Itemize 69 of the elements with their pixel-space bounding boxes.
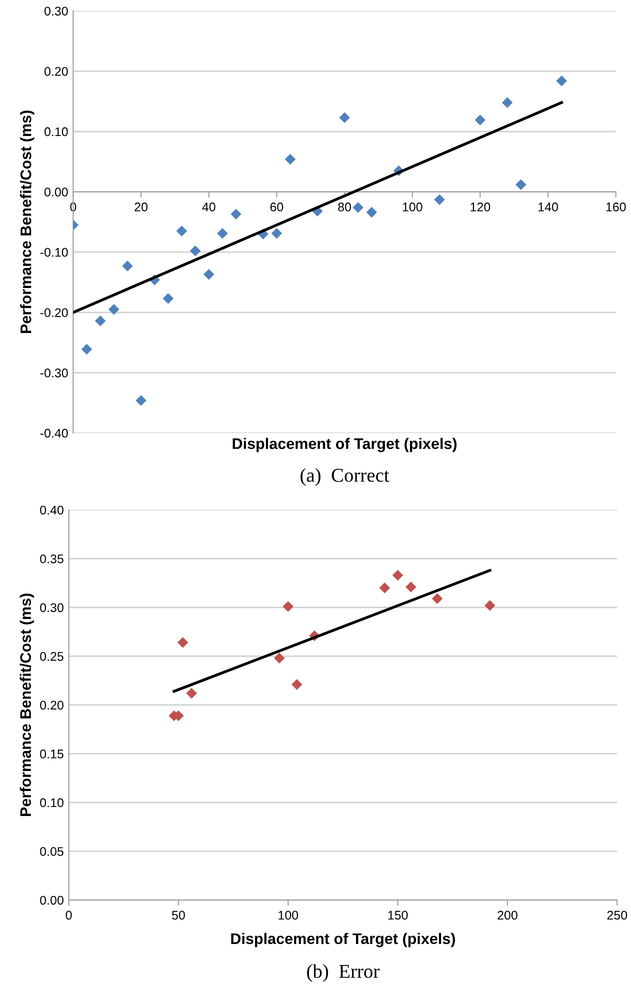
y-tick-label: 0.35 (40, 554, 64, 564)
point (122, 260, 133, 272)
point (516, 179, 526, 190)
y-axis-title: Performance Benefit/Cost (ms) (20, 594, 34, 816)
x-tick-label: 120 (470, 202, 490, 212)
point (271, 228, 282, 239)
point (274, 652, 285, 664)
x-tick-label: 100 (278, 910, 298, 920)
text: (b) Error (307, 964, 380, 982)
x-tick-label: 150 (388, 910, 408, 920)
x-tick-label: 0 (66, 910, 72, 920)
point (190, 246, 201, 256)
point (366, 206, 378, 218)
point (556, 75, 567, 86)
point (379, 582, 390, 594)
y-tick-label: 0.00 (40, 896, 64, 905)
x-tick-label: 80 (338, 202, 351, 212)
point (339, 112, 350, 124)
point (406, 582, 416, 592)
point (186, 688, 197, 699)
y-tick-label: 0.20 (44, 67, 68, 76)
point (136, 395, 146, 406)
x-tick-label: 0 (70, 202, 76, 212)
point (292, 679, 302, 690)
x-tick-label: 50 (172, 910, 185, 920)
y-tick-label: 0.25 (40, 652, 64, 661)
point (177, 637, 188, 648)
point (352, 202, 364, 213)
y-tick-label: 0.20 (40, 700, 64, 710)
point (81, 344, 92, 355)
point (230, 208, 242, 220)
y-tick-label: -0.20 (40, 308, 68, 318)
y-tick-label: 0.00 (44, 188, 68, 196)
point (282, 601, 294, 612)
y-tick-label: 0.30 (40, 603, 64, 612)
x-tick-label: 60 (270, 202, 284, 212)
point (502, 97, 513, 108)
x-tick-label: 100 (402, 202, 422, 212)
text: (a) Correct (300, 468, 390, 486)
y-tick-label: 0.10 (44, 127, 68, 136)
y-tick-label: 0.10 (40, 798, 64, 808)
x-tick-label: 40 (202, 202, 216, 212)
y-tick-label: 0.05 (40, 847, 64, 856)
x-tick-label: 250 (607, 910, 628, 920)
x-axis-title: Displacement of Target (pixels) (232, 438, 457, 452)
point (434, 194, 445, 206)
x-tick-label: 200 (498, 910, 518, 920)
y-tick-label: 0.15 (40, 750, 64, 758)
x-tick-label: 140 (538, 202, 558, 212)
y-tick-label: 0.30 (44, 6, 68, 16)
point (176, 226, 188, 236)
y-tick-label: -0.10 (40, 248, 68, 257)
point (474, 114, 486, 126)
point (432, 593, 443, 604)
x-tick-label: 20 (134, 202, 148, 212)
point (217, 228, 228, 239)
point (284, 154, 296, 165)
x-tick-label: 160 (606, 202, 626, 212)
y-tick-label: 0.40 (40, 506, 64, 515)
point (108, 304, 120, 315)
point (162, 293, 174, 304)
y-tick-label: -0.40 (40, 428, 68, 438)
point (203, 269, 214, 280)
y-axis-title: Performance Benefit/Cost (ms) (20, 110, 34, 333)
point (484, 600, 496, 611)
x-axis-title: Displacement of Target (pixels) (231, 932, 455, 948)
y-tick-label: -0.30 (40, 368, 68, 378)
point (94, 315, 106, 326)
point (392, 570, 404, 581)
